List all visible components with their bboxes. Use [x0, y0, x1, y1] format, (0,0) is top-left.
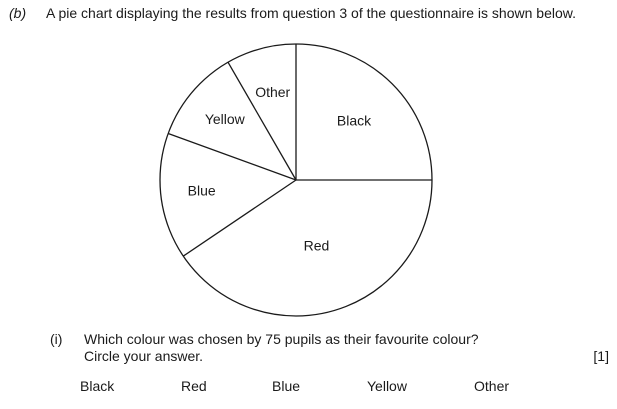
slice-label-blue: Blue	[188, 182, 216, 198]
option-red[interactable]: Red	[181, 378, 207, 394]
option-yellow[interactable]: Yellow	[367, 378, 407, 394]
slice-boundary-yellow	[167, 132, 297, 181]
part-label: (b)	[9, 5, 27, 21]
slice-label-yellow: Yellow	[205, 111, 246, 127]
slice-label-red: Red	[304, 238, 330, 254]
slice-label-black: Black	[337, 113, 372, 129]
option-blue[interactable]: Blue	[272, 378, 301, 394]
question-line-2: Circle your answer.	[84, 348, 204, 364]
question-intro: A pie chart displaying the results from …	[46, 5, 576, 21]
slice-boundary-other	[227, 61, 297, 181]
slice-boundary-blue	[182, 179, 297, 257]
slice-label-other: Other	[255, 84, 290, 100]
marks-label: [1]	[593, 348, 609, 364]
question-line-1: Which colour was chosen by 75 pupils as …	[84, 331, 479, 347]
option-other[interactable]: Other	[474, 378, 510, 394]
sub-question-number: (i)	[50, 331, 63, 347]
option-black[interactable]: Black	[80, 378, 115, 394]
sub-question-text: Which colour was chosen by 75 pupils as …	[84, 331, 479, 365]
